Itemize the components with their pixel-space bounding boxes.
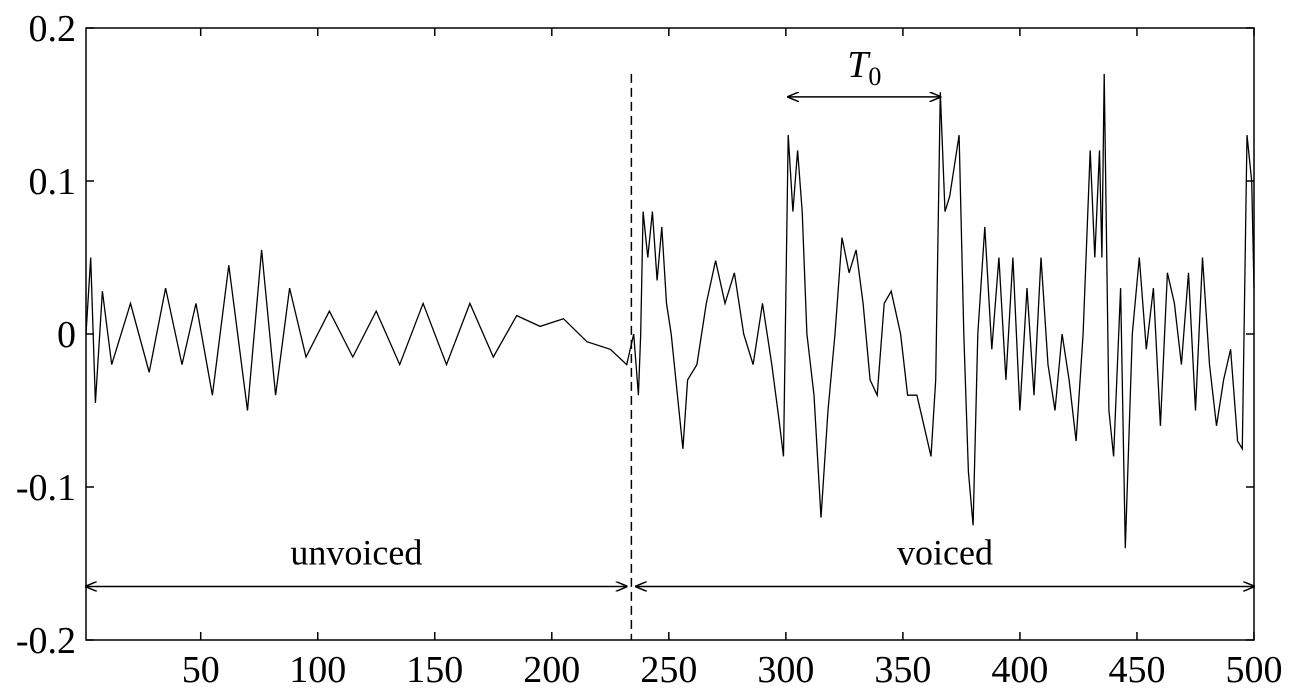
voiced-label: voiced [897, 532, 993, 572]
x-tick-label: 50 [182, 649, 220, 691]
unvoiced-label: unvoiced [290, 532, 422, 572]
t0-label-subscript: 0 [868, 62, 881, 91]
y-tick-label: -0.1 [16, 467, 76, 509]
x-tick-label: 400 [991, 649, 1048, 691]
waveform-line [85, 73, 1255, 549]
x-tick-label: 500 [1226, 649, 1283, 691]
y-tick-label: 0.1 [29, 161, 77, 203]
y-tick-label: -0.2 [16, 620, 76, 662]
plot-frame [85, 27, 1255, 641]
y-tick-label: 0.2 [29, 8, 77, 50]
x-tick-label: 100 [289, 649, 346, 691]
x-tick-label: 200 [523, 649, 580, 691]
x-tick-label: 150 [406, 649, 463, 691]
plot-area [85, 73, 1255, 549]
x-axis-ticks: 50 100 150 200 250 300 350 400 450 500 [182, 28, 1283, 691]
x-tick-label: 350 [874, 649, 931, 691]
t0-label: T0 [847, 44, 881, 91]
x-tick-label: 250 [640, 649, 697, 691]
y-axis-ticks: -0.2 -0.1 0 0.1 0.2 [16, 8, 1254, 662]
y-tick-label: 0 [57, 314, 76, 356]
t0-label-main: T [847, 44, 871, 86]
x-tick-label: 450 [1108, 649, 1165, 691]
x-tick-label: 300 [757, 649, 814, 691]
